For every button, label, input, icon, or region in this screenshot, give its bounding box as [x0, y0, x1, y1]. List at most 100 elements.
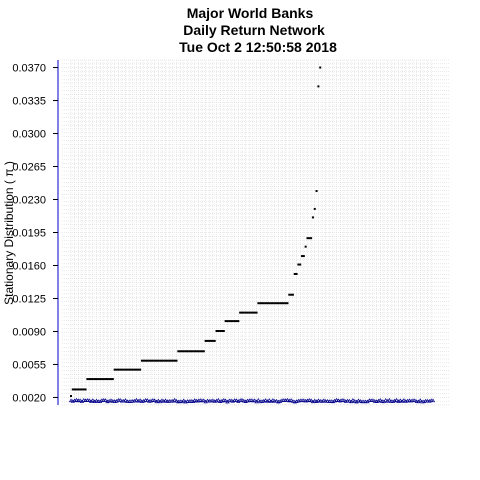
data-point: [111, 378, 114, 381]
data-point: [140, 359, 143, 362]
data-point: [157, 359, 160, 362]
data-point: [237, 320, 240, 323]
baseline-point: [358, 398, 363, 403]
data-point: [137, 368, 140, 371]
data-point: [266, 302, 269, 305]
data-point: [180, 350, 183, 353]
data-point: [202, 350, 205, 353]
data-point: [264, 302, 267, 305]
data-point: [251, 311, 254, 314]
data-point: [71, 388, 74, 391]
data-point: [228, 320, 231, 323]
baseline-point: [318, 398, 323, 403]
data-point: [199, 350, 202, 353]
baseline-point: [172, 397, 177, 402]
baseline-point: [407, 398, 412, 402]
data-point: [115, 368, 118, 371]
data-point: [191, 350, 194, 353]
baseline-point: [316, 398, 321, 403]
baseline-point: [414, 399, 419, 403]
data-point: [86, 378, 89, 381]
data-point: [188, 350, 191, 353]
baseline-point: [398, 398, 403, 402]
baseline-point: [87, 398, 92, 402]
data-point: [206, 339, 209, 342]
data-point: [255, 311, 258, 314]
baseline-point: [223, 398, 228, 403]
data-point: [315, 190, 318, 193]
data-point: [133, 368, 136, 371]
y-axis-label: Stationary Distribution ( π ): [2, 161, 16, 305]
data-point: [184, 350, 187, 353]
baseline-point: [329, 399, 334, 403]
baseline-point: [290, 399, 296, 403]
data-point: [142, 359, 145, 362]
data-point: [253, 311, 256, 314]
baseline-point: [430, 398, 436, 403]
baseline-point: [394, 397, 399, 402]
data-point: [168, 359, 171, 362]
data-point: [284, 302, 287, 305]
data-point: [301, 255, 304, 258]
data-point: [122, 368, 125, 371]
data-point: [150, 359, 153, 362]
data-point: [224, 320, 227, 323]
baseline-point: [248, 398, 254, 402]
baseline-point: [412, 398, 417, 403]
data-point: [182, 350, 185, 353]
data-point: [146, 359, 149, 362]
chart-title-line-1: Major World Banks: [187, 5, 314, 21]
data-point: [173, 359, 176, 362]
data-point: [162, 359, 165, 362]
y-tick-label: 0.0160: [12, 260, 46, 272]
data-point: [295, 272, 298, 275]
data-point: [106, 378, 109, 381]
baseline-point: [372, 399, 377, 403]
data-point: [88, 378, 91, 381]
data-point: [222, 330, 225, 333]
baseline-point: [163, 398, 168, 403]
data-point: [148, 359, 151, 362]
data-point: [211, 339, 214, 342]
data-point: [291, 293, 294, 296]
data-point: [186, 350, 189, 353]
data-point: [279, 302, 282, 305]
baseline-point: [336, 398, 341, 403]
baseline-point: [90, 398, 95, 402]
baseline-point: [201, 398, 206, 403]
data-point: [277, 302, 280, 305]
baseline-point: [188, 398, 194, 403]
data-point: [304, 245, 307, 248]
baseline-point: [301, 398, 306, 403]
data-point: [179, 350, 182, 353]
baseline-point: [138, 398, 143, 402]
baseline-point: [85, 398, 90, 402]
data-point: [110, 378, 113, 381]
baseline-point: [239, 397, 245, 402]
baseline-point: [341, 398, 346, 402]
data-point: [160, 359, 163, 362]
data-point: [281, 302, 284, 305]
baseline-point: [134, 397, 139, 402]
grid: [62, 59, 450, 406]
y-tick-label: 0.0090: [12, 326, 46, 338]
points-series: [70, 66, 322, 398]
data-point: [82, 388, 85, 391]
baseline-point: [68, 398, 74, 403]
data-point: [119, 368, 122, 371]
baseline-point: [285, 397, 290, 402]
data-point: [261, 302, 264, 305]
y-tick-label: 0.0055: [12, 359, 46, 371]
baseline-point: [267, 398, 272, 402]
data-point: [270, 302, 273, 305]
data-point: [155, 359, 158, 362]
data-point: [75, 388, 78, 391]
data-point: [235, 320, 238, 323]
data-point: [135, 368, 138, 371]
data-point: [271, 302, 274, 305]
baseline-point: [118, 398, 123, 402]
data-point: [259, 302, 262, 305]
baseline-point: [205, 398, 210, 403]
data-point: [93, 378, 96, 381]
